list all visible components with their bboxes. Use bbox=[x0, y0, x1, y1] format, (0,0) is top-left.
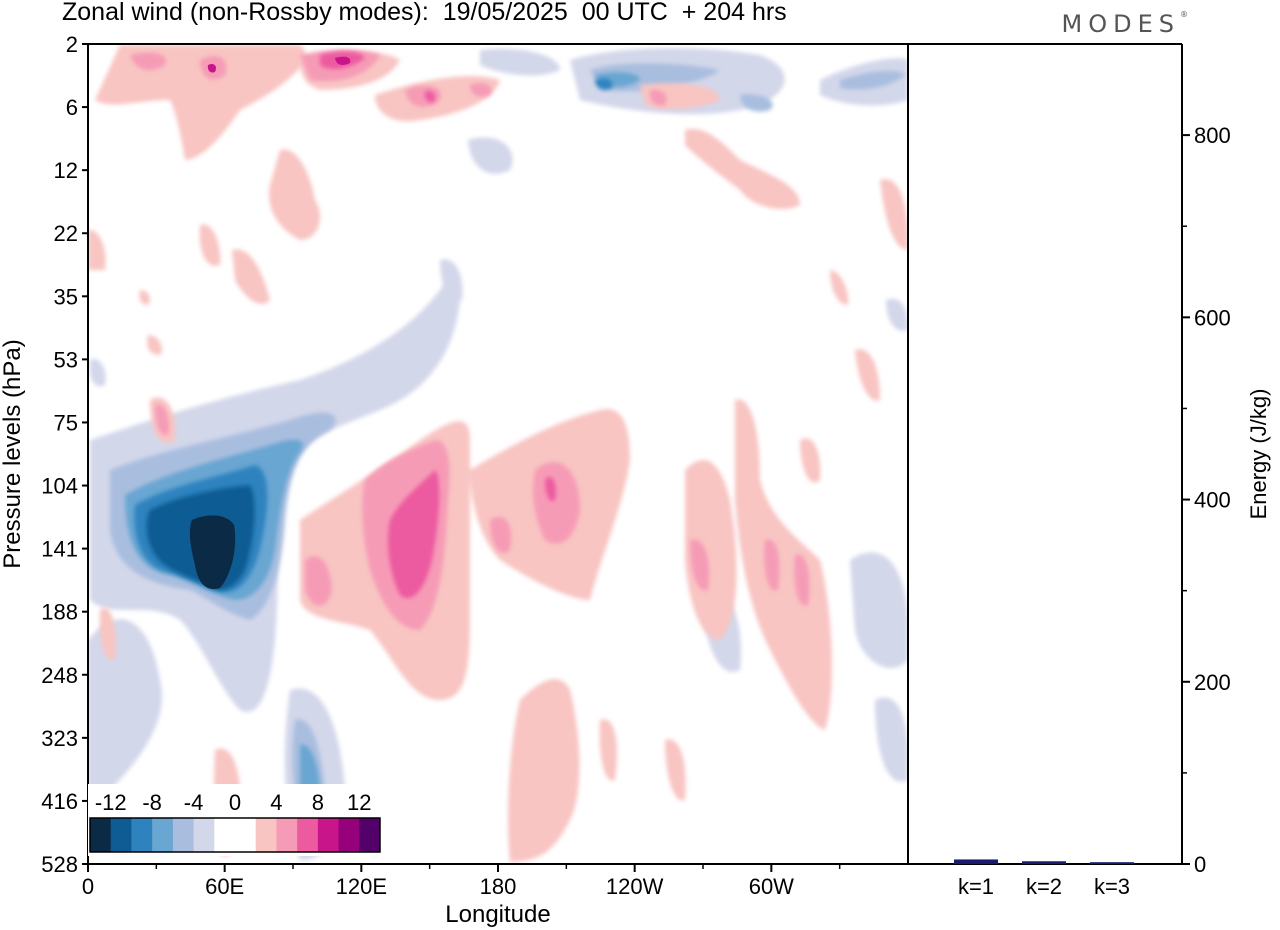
y-tick-label: 141 bbox=[41, 537, 78, 562]
colorbar-swatch bbox=[214, 818, 236, 852]
x-tick-label: 60E bbox=[205, 874, 244, 899]
energy-bar bbox=[1022, 861, 1066, 864]
colorbar-swatch bbox=[235, 818, 257, 852]
bar-category-label: k=2 bbox=[1026, 874, 1062, 899]
energy-tick-label: 400 bbox=[1194, 488, 1231, 513]
y-tick-label: 323 bbox=[41, 726, 78, 751]
contour-field bbox=[88, 45, 908, 862]
colorbar-swatch bbox=[90, 818, 112, 852]
y-tick-label: 75 bbox=[54, 410, 78, 435]
bar-category-label: k=1 bbox=[958, 874, 994, 899]
y-tick-label: 188 bbox=[41, 600, 78, 625]
x-tick-label: 120E bbox=[336, 874, 387, 899]
y-tick-label: 35 bbox=[54, 284, 78, 309]
y-tick-label: 53 bbox=[54, 347, 78, 372]
colorbar-swatch bbox=[317, 818, 340, 852]
colorbar-label: 12 bbox=[347, 790, 371, 815]
colorbar-swatch bbox=[152, 818, 174, 852]
colorbar-swatch bbox=[297, 818, 319, 852]
bar-category-label: k=3 bbox=[1094, 874, 1130, 899]
energy-axis-label: Energy (J/kg) bbox=[1246, 389, 1271, 520]
x-tick-label: 60W bbox=[749, 874, 794, 899]
x-tick-label: 120W bbox=[606, 874, 664, 899]
colorbar: -12 -8 -4 0 4 8 12 bbox=[88, 784, 382, 856]
y-axis-label: Pressure levels (hPa) bbox=[0, 339, 26, 568]
colorbar-label: -4 bbox=[184, 790, 204, 815]
energy-tick-label: 0 bbox=[1194, 852, 1206, 877]
colorbar-label: 0 bbox=[229, 790, 241, 815]
y-axis: 2 6 12 22 35 53 75 104 141 188 248 323 416 528 bbox=[41, 32, 88, 877]
colorbar-label: -12 bbox=[95, 790, 127, 815]
colorbar-label: 4 bbox=[270, 790, 282, 815]
colorbar-swatch bbox=[255, 818, 277, 852]
colorbar-swatch bbox=[193, 818, 215, 852]
y-tick-label: 528 bbox=[41, 852, 78, 877]
energy-tick-label: 200 bbox=[1194, 670, 1231, 695]
y-tick-label: 6 bbox=[66, 95, 78, 120]
y-tick-label: 248 bbox=[41, 663, 78, 688]
x-tick-label: 180 bbox=[480, 874, 517, 899]
energy-axis: 0 200 400 600 800 bbox=[1182, 123, 1231, 877]
energy-tick-label: 600 bbox=[1194, 305, 1231, 330]
y-tick-label: 416 bbox=[41, 789, 78, 814]
y-tick-label: 22 bbox=[54, 221, 78, 246]
colorbar-swatch bbox=[172, 818, 195, 852]
energy-bars: k=1 k=2 k=3 bbox=[954, 859, 1134, 899]
colorbar-swatch bbox=[131, 818, 153, 852]
y-tick-label: 12 bbox=[54, 158, 78, 183]
colorbar-swatch bbox=[338, 818, 360, 852]
y-tick-label: 2 bbox=[66, 32, 78, 57]
energy-bar bbox=[1090, 862, 1134, 864]
chart-title: Zonal wind (non-Rossby modes): 19/05/202… bbox=[62, 0, 787, 26]
colorbar-swatch bbox=[276, 818, 298, 852]
y-tick-label: 104 bbox=[41, 474, 78, 499]
colorbar-label: 8 bbox=[312, 790, 324, 815]
x-axis-label: Longitude bbox=[445, 901, 550, 928]
energy-bar bbox=[954, 859, 998, 864]
energy-tick-label: 800 bbox=[1194, 123, 1231, 148]
colorbar-swatch bbox=[110, 818, 132, 852]
colorbar-swatch bbox=[359, 818, 381, 852]
colorbar-label: -8 bbox=[142, 790, 162, 815]
brand-logo: MODES® bbox=[1061, 10, 1188, 38]
x-tick-label: 0 bbox=[82, 874, 94, 899]
x-axis: 0 60E 120E 180 120W 60W bbox=[82, 864, 841, 899]
colorbar-frame bbox=[89, 817, 381, 853]
